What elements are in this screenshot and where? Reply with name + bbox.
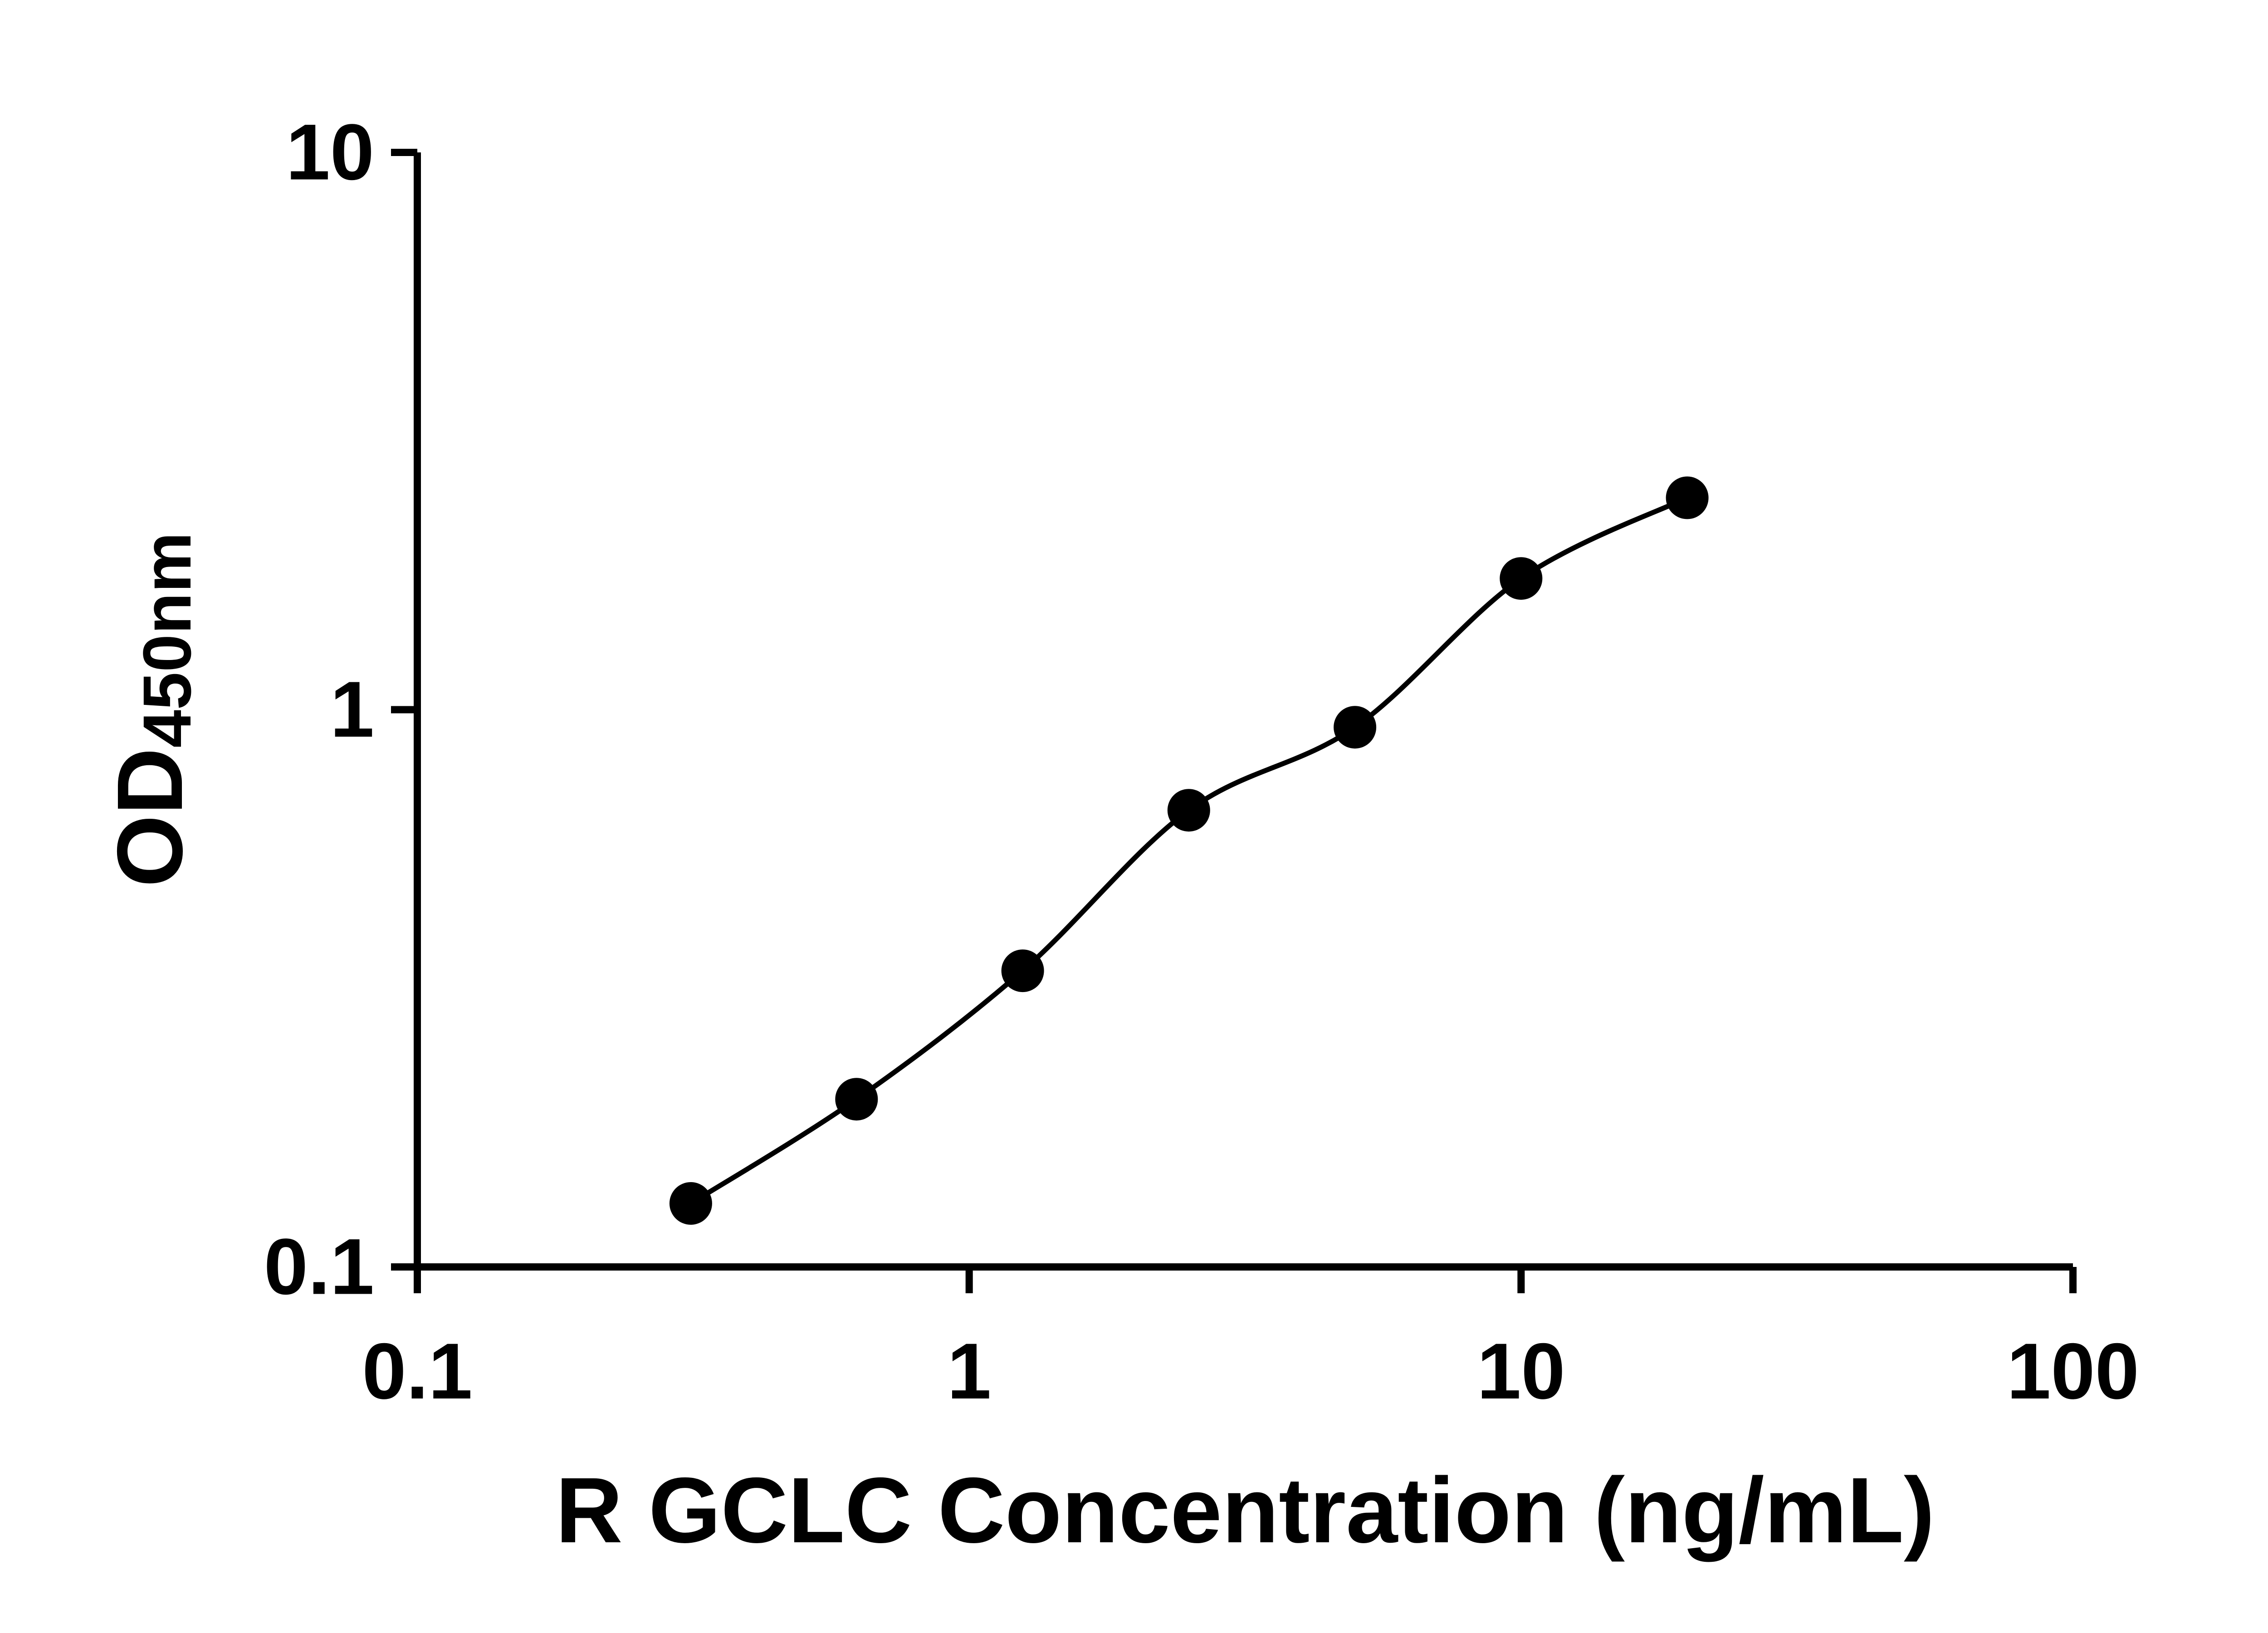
data-point [669, 1182, 712, 1225]
data-point [835, 1078, 878, 1121]
data-point [1334, 706, 1377, 749]
y-axis-title: OD450nm [98, 532, 205, 887]
axes-frame [414, 152, 2073, 1271]
y-tick-label: 0.1 [264, 1223, 374, 1311]
data-point [1500, 557, 1543, 600]
x-tick-label: 0.1 [362, 1327, 472, 1416]
x-tick-label: 100 [2007, 1327, 2139, 1416]
x-tick-label: 1 [947, 1327, 991, 1416]
y-tick-label: 1 [330, 665, 374, 754]
y-tick-label: 10 [286, 108, 374, 197]
data-point [1666, 476, 1709, 519]
x-tick-label: 10 [1477, 1327, 1565, 1416]
data-point [1001, 949, 1044, 993]
data-point [1167, 789, 1210, 832]
x-axis-title: R GCLC Concentration (ng/mL) [556, 1458, 1935, 1562]
